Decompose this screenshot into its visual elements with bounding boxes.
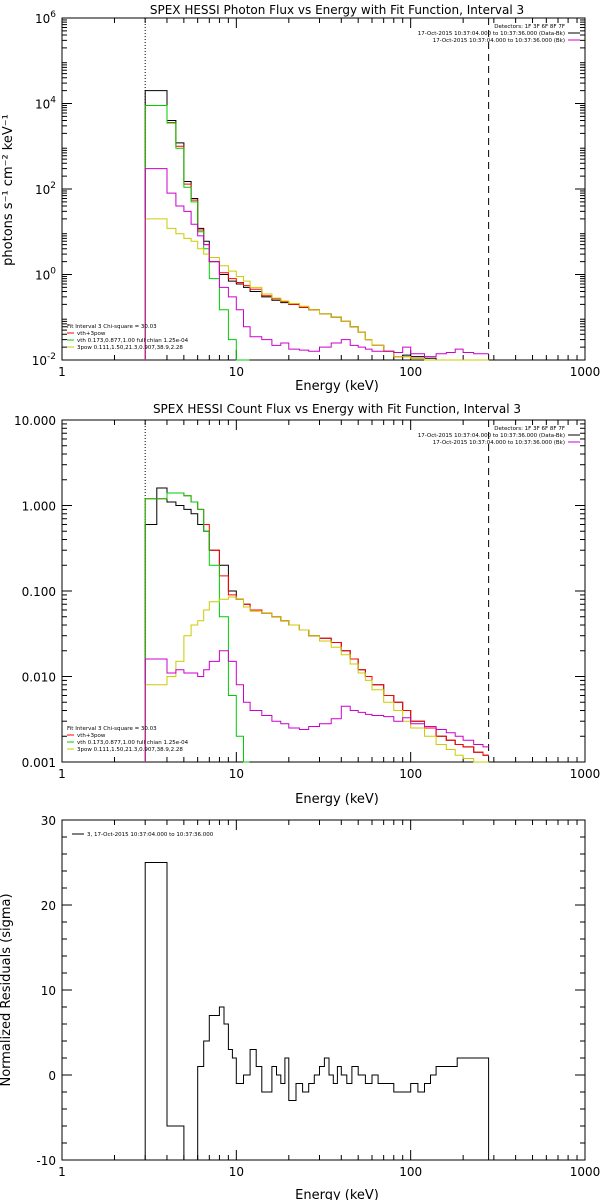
fit-legend-entry: vth+3pow — [77, 331, 106, 337]
y-axis-label: Normalized Residuals (sigma) — [0, 893, 14, 1086]
y-tick-label: 100 — [35, 267, 56, 283]
series-vth — [144, 492, 250, 763]
info-line: 17-Oct-2015 10:37:04.000 to 10:37:36.000… — [418, 31, 565, 37]
fit-legend-entry: 3pow 0.111,1.50,21.3,0.907,38.9,2.28 — [77, 747, 183, 753]
series-3-17-oct-2015-10-37-04-000-to-10-37-36-000 — [144, 862, 490, 1161]
count-flux-panel: SPEX HESSI Count Flux vs Energy with Fit… — [14, 402, 600, 807]
series-data-bk — [144, 90, 489, 361]
series-3pow — [144, 218, 489, 361]
y-tick-label: 106 — [35, 10, 56, 26]
y-tick-label: -10 — [36, 1154, 56, 1168]
y-tick-label: 0 — [48, 1069, 56, 1083]
info-line: 17-Oct-2015 10:37:04.000 to 10:37:36.000… — [433, 440, 565, 446]
fit-legend-entry: Fit Interval 3 Chi-square = 30.03 — [67, 324, 157, 330]
plot-frame — [61, 819, 586, 1161]
fit-legend-entry: 3pow 0.111,1.50,21.3,0.907,38.9,2.28 — [77, 345, 183, 351]
plot-frame — [61, 17, 586, 361]
series-3pow — [144, 596, 489, 763]
y-tick-label: 10-2 — [32, 352, 56, 368]
plot-frame — [61, 419, 586, 763]
y-tick-label: 0.010 — [22, 671, 56, 685]
x-axis-label: Energy (keV) — [295, 1188, 379, 1200]
y-tick-label: 0.100 — [22, 585, 56, 599]
fit-legend-entry: vth+3pow — [77, 733, 106, 739]
x-tick-label: 100 — [399, 365, 422, 379]
y-tick-label: 10 — [41, 984, 56, 998]
x-tick-label: 10 — [229, 1165, 244, 1179]
info-line: 17-Oct-2015 10:37:04.000 to 10:37:36.000… — [418, 433, 565, 439]
x-axis-label: Energy (keV) — [295, 379, 379, 394]
residuals-panel: Energy (keV) Normalized Residuals (sigma… — [0, 814, 600, 1200]
x-tick-label: 10 — [229, 767, 244, 781]
series-bk — [144, 168, 489, 360]
y-tick-label: 0.001 — [22, 756, 56, 770]
series-vth-3pow — [144, 492, 489, 762]
x-tick-label: 1 — [58, 1165, 66, 1179]
y-tick-label: 104 — [35, 96, 56, 112]
x-tick-label: 1 — [58, 365, 66, 379]
photon-flux-panel: SPEX HESSI Photon Flux vs Energy with Fi… — [1, 3, 600, 394]
y-axis-label: photons s⁻¹ cm⁻² keV⁻¹ — [1, 114, 16, 266]
chart-title: SPEX HESSI Count Flux vs Energy with Fit… — [153, 402, 521, 416]
info-line: Detectors: 1F 3F 6F 8F 7F — [494, 24, 565, 30]
fit-legend-entry: vth 0.173,0.877,1.00 full chian 1.25e-04 — [77, 740, 189, 746]
info-line: Detectors: 1F 3F 6F 8F 7F — [494, 426, 565, 432]
x-tick-label: 1 — [58, 767, 66, 781]
x-tick-label: 1000 — [570, 1165, 600, 1179]
series-vth-3pow — [144, 105, 489, 361]
x-tick-label: 100 — [399, 1165, 422, 1179]
x-tick-label: 10 — [229, 365, 244, 379]
fit-legend-entry: Fit Interval 3 Chi-square = 30.03 — [67, 726, 157, 732]
x-tick-label: 1000 — [570, 365, 600, 379]
x-tick-label: 100 — [399, 767, 422, 781]
y-tick-label: 102 — [35, 181, 56, 197]
chart-title: SPEX HESSI Photon Flux vs Energy with Fi… — [150, 3, 524, 17]
y-tick-label: 10.000 — [14, 414, 56, 428]
x-tick-label: 1000 — [570, 767, 600, 781]
x-axis-label: Energy (keV) — [295, 792, 379, 807]
fit-legend-entry: vth 0.173,0.877,1.00 full chian 1.25e-04 — [77, 338, 189, 344]
series-bk — [144, 650, 489, 762]
y-tick-label: 1.000 — [22, 500, 56, 514]
y-tick-label: 20 — [41, 899, 56, 913]
legend-entry: 3, 17-Oct-2015 10:37:04.000 to 10:37:36.… — [87, 832, 214, 838]
info-line: 17-Oct-2015 10:37:04.000 to 10:37:36.000… — [433, 38, 565, 44]
y-tick-label: 30 — [41, 814, 56, 828]
